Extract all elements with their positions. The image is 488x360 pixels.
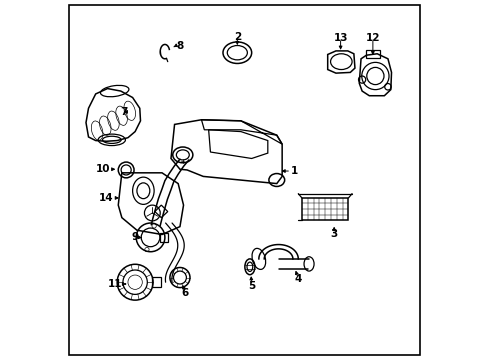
Text: 11: 11: [108, 279, 122, 289]
Text: 12: 12: [365, 33, 379, 43]
Text: 10: 10: [95, 164, 110, 174]
Text: 7: 7: [121, 107, 128, 117]
Text: 8: 8: [176, 41, 183, 50]
Text: 2: 2: [233, 32, 241, 41]
Bar: [152, 277, 161, 287]
Text: 14: 14: [99, 193, 113, 203]
Bar: [365, 50, 379, 58]
Text: 13: 13: [333, 33, 347, 43]
Text: 5: 5: [247, 281, 255, 291]
Text: 3: 3: [330, 229, 337, 239]
Bar: [301, 198, 348, 220]
Text: 9: 9: [131, 232, 139, 242]
Bar: [160, 233, 167, 242]
Text: 6: 6: [182, 288, 188, 298]
Text: 4: 4: [294, 274, 302, 284]
Text: 1: 1: [290, 166, 298, 176]
